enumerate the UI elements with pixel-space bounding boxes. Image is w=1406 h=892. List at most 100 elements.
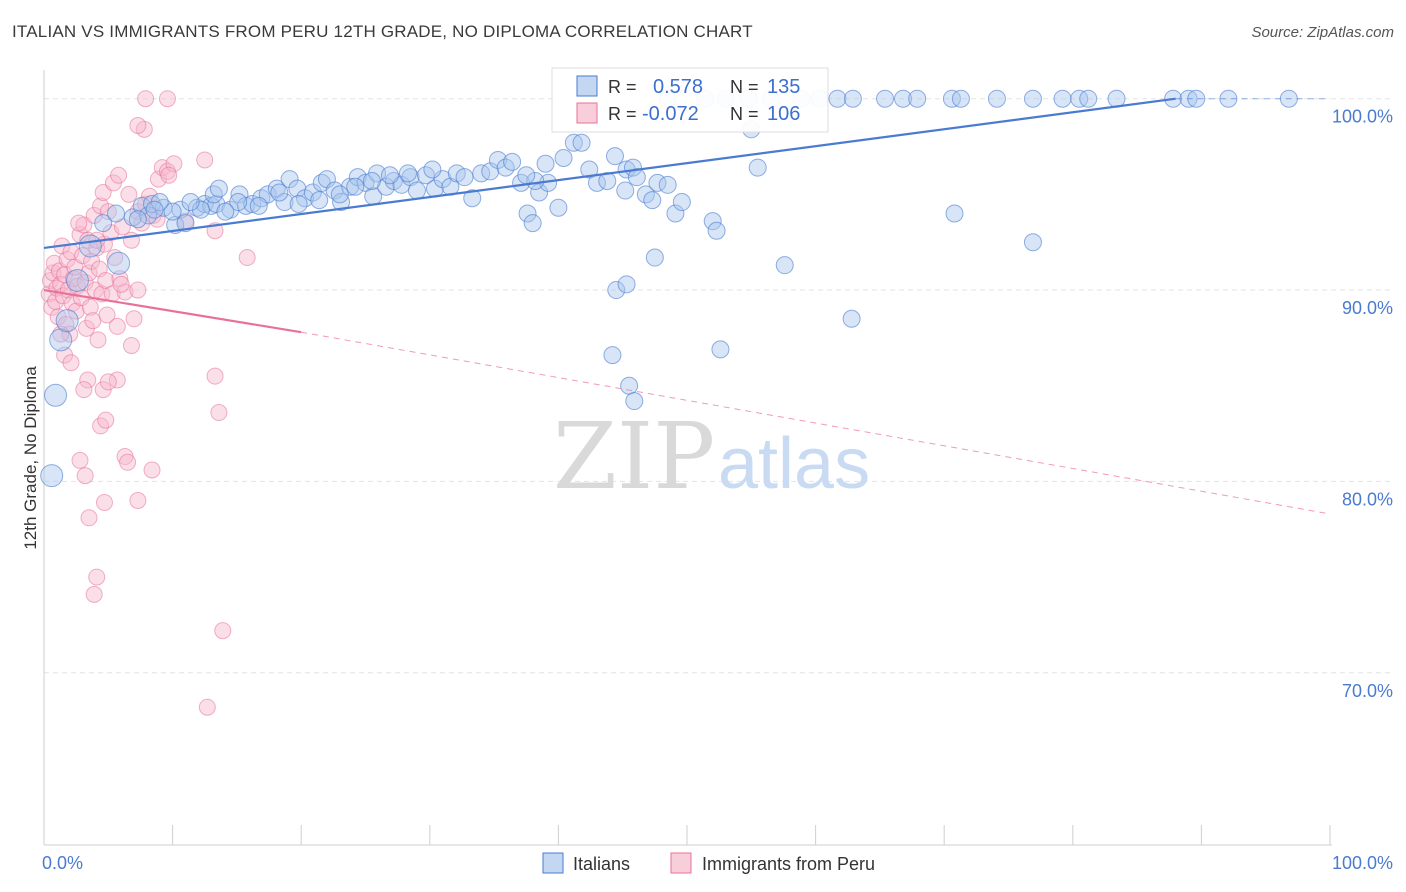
peru-n-label: N =	[730, 104, 759, 124]
italians-point	[398, 164, 417, 183]
italians-point	[908, 89, 927, 108]
italians-point	[643, 191, 662, 210]
peru-point	[70, 214, 88, 232]
italians-point	[341, 177, 360, 196]
legend-peru-label: Immigrants from Peru	[702, 854, 875, 874]
italians-point	[229, 193, 248, 212]
italians-point	[216, 202, 235, 221]
peru-point	[80, 509, 98, 527]
axes	[43, 70, 1332, 846]
peru-r-value: -0.072	[642, 103, 699, 125]
italians-point	[65, 268, 89, 292]
italians-point	[209, 179, 228, 198]
italians-point	[580, 160, 599, 179]
italians-point	[1023, 233, 1042, 252]
italians-point	[191, 200, 210, 219]
peru-point	[158, 90, 176, 108]
peru-point	[84, 312, 102, 330]
x-tick-label: 100.0%	[1332, 853, 1393, 873]
grid-lines	[44, 98, 1392, 845]
italians-point	[107, 204, 126, 223]
peru-point	[95, 493, 113, 511]
italians-n-label: N =	[730, 77, 759, 97]
italians-r-value: 0.578	[653, 76, 703, 98]
y-tick-label: 70.0%	[1342, 681, 1393, 701]
italians-point	[942, 89, 961, 108]
peru-point	[116, 283, 134, 301]
italians-point	[1023, 89, 1042, 108]
italians-point	[876, 89, 895, 108]
italians-point	[270, 183, 289, 202]
italians-point	[332, 193, 351, 212]
peru-point	[81, 298, 99, 316]
peru-point	[62, 354, 80, 372]
peru-point	[75, 381, 93, 399]
italians-swatch	[576, 75, 598, 97]
peru-point	[214, 622, 232, 640]
italians-point	[603, 346, 622, 365]
italians-point	[107, 251, 131, 275]
watermark-zip: ZIP	[553, 403, 715, 510]
italians-point	[748, 158, 767, 177]
peru-point	[137, 90, 155, 108]
y-tick-labels: 100.0% 90.0% 80.0% 70.0%	[1332, 107, 1393, 701]
peru-point	[196, 151, 214, 169]
peru-point	[76, 467, 94, 485]
italians-point	[275, 193, 294, 212]
bottom-legend: Italians Immigrants from Peru	[542, 852, 875, 874]
italians-point	[145, 200, 164, 219]
italians-n-value: 135	[767, 76, 800, 98]
italians-point	[564, 133, 583, 152]
peru-point	[120, 185, 138, 203]
peru-point	[52, 325, 70, 343]
italians-point	[94, 214, 113, 233]
peru-point	[99, 203, 117, 221]
peru-point	[206, 367, 224, 385]
italians-point	[362, 171, 381, 190]
italians-point	[380, 166, 399, 185]
italians-point	[645, 248, 664, 267]
italians-point	[249, 196, 268, 215]
italians-point	[289, 194, 308, 213]
peru-point	[119, 453, 137, 471]
peru-point	[97, 411, 115, 429]
italians-point	[346, 177, 365, 196]
italians-point	[78, 234, 102, 258]
italians-point	[128, 210, 147, 229]
italians-point	[423, 160, 442, 179]
italians-trendline	[43, 97, 1176, 250]
italians-point	[707, 221, 726, 240]
italians-point	[616, 181, 635, 200]
trend-lines	[43, 97, 1331, 515]
peru-swatch	[576, 102, 598, 124]
peru-point	[79, 371, 97, 389]
italians-point	[463, 189, 482, 208]
italians-point	[518, 204, 537, 223]
y-tick-label: 100.0%	[1332, 107, 1393, 127]
stats-legend-box: R = 0.578 N = 135 R = -0.072 N = 106	[551, 67, 829, 133]
italians-point	[503, 152, 522, 171]
peru-point	[74, 247, 92, 265]
italians-point	[488, 150, 507, 169]
italians-point	[842, 309, 861, 328]
italians-r-label: R =	[608, 77, 637, 97]
italians-point	[607, 281, 626, 300]
italians-point	[987, 89, 1006, 108]
peru-trendline-ext	[301, 331, 1331, 515]
y-axis-label: 12th Grade, No Diploma	[21, 366, 40, 550]
watermark: ZIP atlas	[553, 403, 870, 510]
peru-point	[85, 585, 103, 603]
italians-point	[658, 175, 677, 194]
italians-point	[288, 179, 307, 198]
italians-point	[627, 168, 646, 187]
italians-point	[549, 198, 568, 217]
italians-point	[775, 256, 794, 275]
italians-point	[310, 191, 329, 210]
peru-point	[198, 698, 216, 716]
peru-point	[210, 404, 228, 422]
italians-point	[620, 376, 639, 395]
italians-point	[49, 328, 73, 352]
italians-point	[572, 133, 591, 152]
x-tick-labels: 0.0% 100.0%	[42, 853, 1393, 873]
